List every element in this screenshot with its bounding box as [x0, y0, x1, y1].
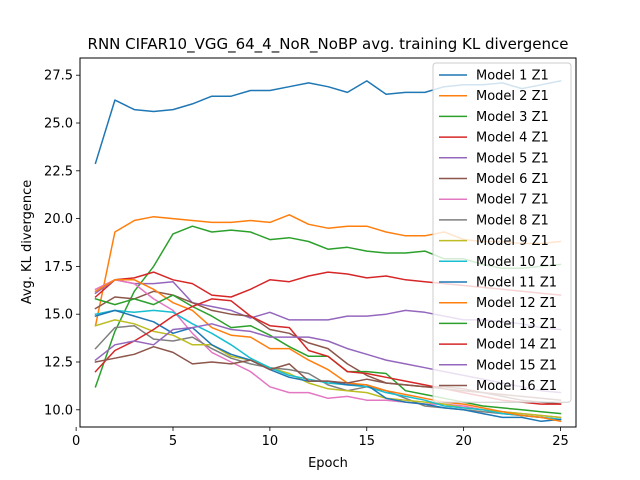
y-tick-label: 15.0: [44, 308, 73, 323]
legend-label-model-4: Model 4 Z1: [476, 131, 549, 146]
series-line-model-12: [94, 279, 562, 423]
y-axis: 10.0 12.5 15.0 17.5 20.0 22.5 25.0 27.5: [44, 69, 80, 418]
legend: Model 1 Z1 Model 2 Z1 Model 3 Z1 Model 4 Z1…: [432, 62, 572, 403]
series-layer: [94, 80, 562, 423]
y-axis-title: Avg. KL divergence: [20, 180, 35, 305]
y-tick-label: 20.0: [44, 212, 73, 227]
x-axis: 0 5 10 15 20 25: [72, 427, 569, 449]
y-tick-label: 10.0: [44, 403, 73, 418]
legend-label-model-2: Model 2 Z1: [476, 89, 549, 104]
legend-label-model-9: Model 9 Z1: [476, 234, 549, 249]
y-tick-label: 12.5: [44, 355, 73, 370]
x-tick-label: 15: [358, 434, 375, 449]
legend-label-model-5: Model 5 Z1: [476, 151, 549, 166]
legend-label-model-13: Model 13 Z1: [476, 317, 557, 332]
legend-label-model-7: Model 7 Z1: [476, 193, 549, 208]
legend-label-model-12: Model 12 Z1: [476, 296, 557, 311]
x-tick-label: 5: [169, 434, 177, 449]
legend-label-model-11: Model 11 Z1: [476, 276, 557, 291]
legend-label-model-10: Model 10 Z1: [476, 255, 557, 270]
x-tick-label: 25: [552, 434, 569, 449]
legend-box: [432, 62, 572, 403]
plot-frame: [79, 57, 577, 428]
x-tick-label: 10: [262, 434, 279, 449]
series-line-model-8: [94, 324, 562, 421]
y-tick-label: 22.5: [44, 164, 73, 179]
legend-label-model-16: Model 16 Z1: [476, 379, 557, 394]
x-tick-label: 20: [455, 434, 472, 449]
y-tick-label: 17.5: [44, 260, 73, 275]
y-tick-label: 27.5: [44, 69, 73, 84]
legend-label-model-1: Model 1 Z1: [476, 69, 549, 84]
x-axis-title: Epoch: [308, 456, 348, 471]
series-line-model-10: [94, 309, 562, 421]
y-tick-label: 25.0: [44, 117, 73, 132]
legend-label-model-8: Model 8 Z1: [476, 213, 549, 228]
chart-title: RNN CIFAR10_VGG_64_4_NoR_NoBP avg. train…: [88, 35, 569, 54]
legend-label-model-6: Model 6 Z1: [476, 172, 549, 187]
legend-label-model-3: Model 3 Z1: [476, 110, 549, 125]
x-tick-label: 0: [72, 434, 80, 449]
legend-label-model-14: Model 14 Z1: [476, 338, 557, 353]
legend-label-model-15: Model 15 Z1: [476, 358, 557, 373]
